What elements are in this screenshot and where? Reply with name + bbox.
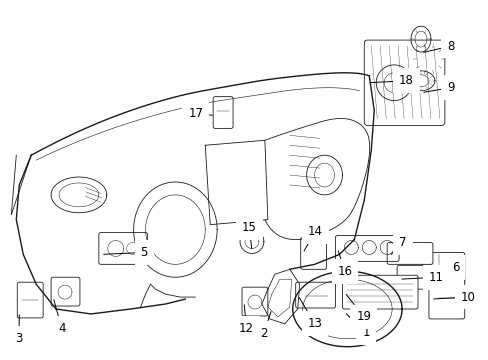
Text: 4: 4 <box>54 300 65 336</box>
FancyBboxPatch shape <box>99 233 147 264</box>
FancyBboxPatch shape <box>342 275 417 309</box>
Text: 5: 5 <box>103 246 148 259</box>
Text: 13: 13 <box>299 297 322 330</box>
FancyBboxPatch shape <box>295 282 335 308</box>
Text: 11: 11 <box>401 271 443 284</box>
FancyBboxPatch shape <box>213 96 233 129</box>
FancyBboxPatch shape <box>396 265 435 289</box>
Text: 15: 15 <box>242 221 256 249</box>
Text: 14: 14 <box>304 225 322 251</box>
Text: 12: 12 <box>239 305 253 336</box>
Text: 6: 6 <box>427 261 458 274</box>
FancyBboxPatch shape <box>428 277 464 319</box>
Text: 2: 2 <box>260 312 270 340</box>
Text: 18: 18 <box>369 74 413 87</box>
Text: 10: 10 <box>433 291 475 303</box>
Text: 8: 8 <box>423 40 453 53</box>
Text: 19: 19 <box>346 294 370 323</box>
FancyBboxPatch shape <box>422 252 464 284</box>
Text: 17: 17 <box>188 107 212 120</box>
Text: 7: 7 <box>390 236 406 255</box>
FancyBboxPatch shape <box>242 287 267 316</box>
Text: 9: 9 <box>423 81 453 94</box>
Text: 3: 3 <box>15 315 22 345</box>
FancyBboxPatch shape <box>300 238 326 269</box>
Text: 1: 1 <box>346 314 369 339</box>
FancyBboxPatch shape <box>51 277 80 306</box>
FancyBboxPatch shape <box>364 40 444 125</box>
FancyBboxPatch shape <box>386 243 432 264</box>
FancyBboxPatch shape <box>17 282 43 318</box>
Text: 16: 16 <box>337 251 352 278</box>
